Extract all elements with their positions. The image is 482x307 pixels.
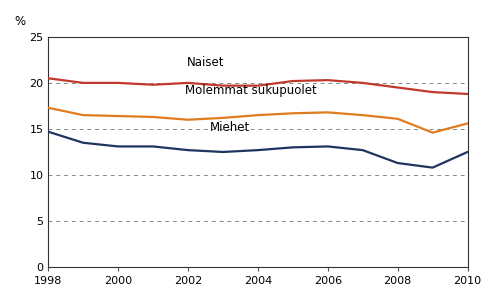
Text: Miehet: Miehet <box>210 122 250 134</box>
Text: %: % <box>14 15 26 28</box>
Text: Molemmat sukupuolet: Molemmat sukupuolet <box>185 84 317 97</box>
Text: Naiset: Naiset <box>187 56 224 69</box>
